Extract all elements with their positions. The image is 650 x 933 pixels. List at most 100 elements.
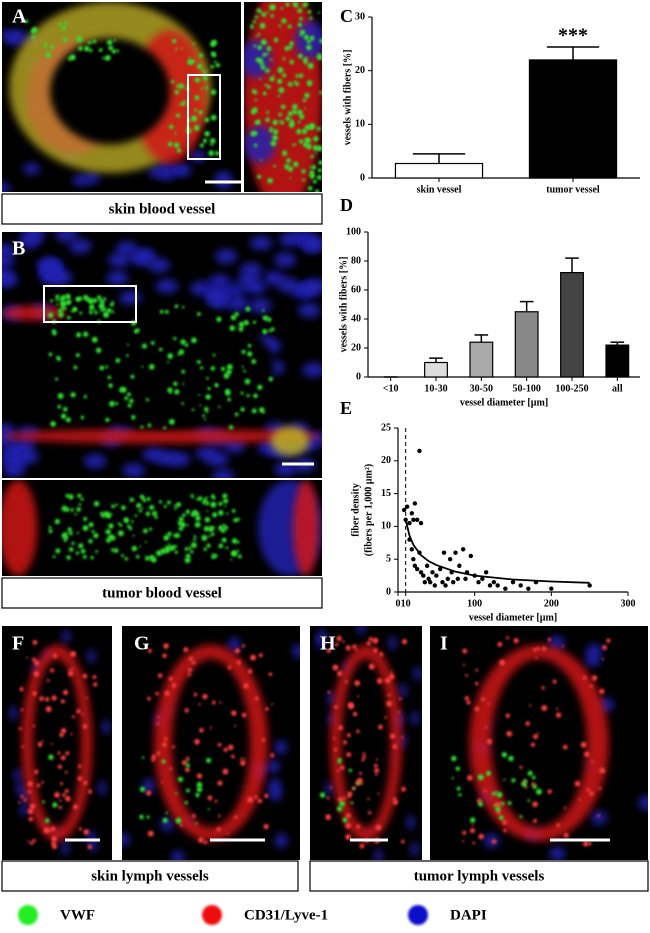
stain [155, 278, 179, 294]
point [468, 553, 474, 559]
stain-dot [223, 747, 228, 752]
stain-dot [168, 418, 175, 425]
stain-dot [373, 648, 378, 653]
stain-dot [218, 543, 224, 549]
stain-dot [211, 52, 217, 58]
stain-dot [162, 653, 167, 659]
stain-dot [115, 401, 119, 406]
stain-dot [258, 77, 262, 80]
stain-dot [34, 660, 40, 666]
stain-dot [212, 512, 218, 518]
stain-dot [82, 555, 87, 559]
stain-dot [180, 339, 186, 345]
point [483, 570, 489, 575]
stain [410, 711, 419, 726]
stain-dot [207, 535, 211, 538]
stain-dot [486, 738, 493, 745]
stain-dot [266, 84, 271, 89]
stain-dot [270, 140, 277, 147]
stain-dot [59, 781, 64, 786]
point [411, 517, 416, 523]
stain-dot [207, 808, 211, 811]
stain-dot [464, 696, 470, 701]
stain [549, 635, 565, 650]
stain-dot [75, 296, 82, 302]
panel-letter: B [12, 238, 25, 260]
stain-dot [203, 141, 206, 144]
y-axis-label: vessels with fibers [%] [338, 257, 349, 353]
stain-dot [76, 507, 81, 512]
stain-dot [140, 507, 144, 510]
stain-dot [181, 305, 185, 309]
stain-dot [496, 791, 503, 798]
stain-dot [280, 6, 284, 10]
stain-dot [352, 786, 356, 790]
stain-dot [317, 168, 322, 173]
stain-dot [193, 535, 197, 539]
stain-dot [126, 343, 130, 346]
y-tick-label: 60 [351, 284, 361, 295]
stain-dot [191, 814, 196, 818]
stain-dot [319, 91, 322, 95]
stain-dot [282, 57, 286, 61]
stain-dot [129, 527, 133, 531]
point [463, 576, 468, 582]
stain-dot [56, 303, 59, 306]
stain-dot [167, 141, 173, 147]
stain-dot [105, 365, 109, 369]
stain-dot [591, 760, 595, 763]
y-tick-label: 20 [351, 342, 361, 353]
stain-dot [392, 799, 399, 805]
stain-dot [111, 548, 115, 552]
stain-dot [456, 786, 461, 791]
stain-dot [184, 708, 189, 713]
stain-dot [259, 61, 264, 66]
stain-dot [281, 18, 287, 24]
stain-dot [271, 703, 274, 706]
stain-dot [74, 513, 77, 516]
stain-dot [197, 496, 203, 502]
stain-dot [140, 425, 144, 429]
stain-dot [537, 731, 540, 735]
stain-dot [185, 763, 190, 768]
stain-dot [30, 805, 34, 809]
stain-dot [252, 107, 258, 113]
stain-dot [136, 328, 140, 332]
stain-dot [128, 398, 134, 404]
point [451, 579, 456, 585]
stain-dot [503, 828, 507, 833]
stain-dot [238, 326, 244, 332]
stain-dot [313, 136, 319, 142]
stain-dot [175, 532, 181, 538]
stain-dot [230, 314, 237, 321]
legend-swatch [18, 905, 38, 925]
stain-dot [277, 78, 283, 84]
stain-dot [500, 801, 505, 806]
stain-dot [210, 366, 216, 371]
stain-dot [164, 537, 167, 540]
stain-dot [47, 50, 51, 53]
stain-dot [310, 154, 314, 159]
x-tick-label: skin vessel [417, 184, 462, 195]
stain [23, 232, 46, 242]
stain-dot [277, 67, 284, 74]
stain-dot [107, 375, 112, 380]
stain [491, 658, 587, 828]
stain-dot [307, 186, 313, 191]
stain-dot [347, 791, 353, 797]
stain-dot [191, 59, 196, 64]
stain-dot [499, 659, 506, 666]
stain [388, 636, 397, 651]
stain-dot [51, 836, 58, 843]
stain-dot [92, 675, 97, 679]
stain-dot [266, 11, 269, 14]
stain-dot [203, 406, 209, 412]
stain-dot [261, 11, 267, 17]
stain-dot [201, 534, 208, 541]
stain-dot [530, 742, 536, 747]
stain [410, 842, 419, 857]
stain-dot [29, 841, 34, 845]
stain-dot [131, 415, 136, 420]
stain-dot [501, 752, 508, 758]
stain [122, 832, 130, 847]
